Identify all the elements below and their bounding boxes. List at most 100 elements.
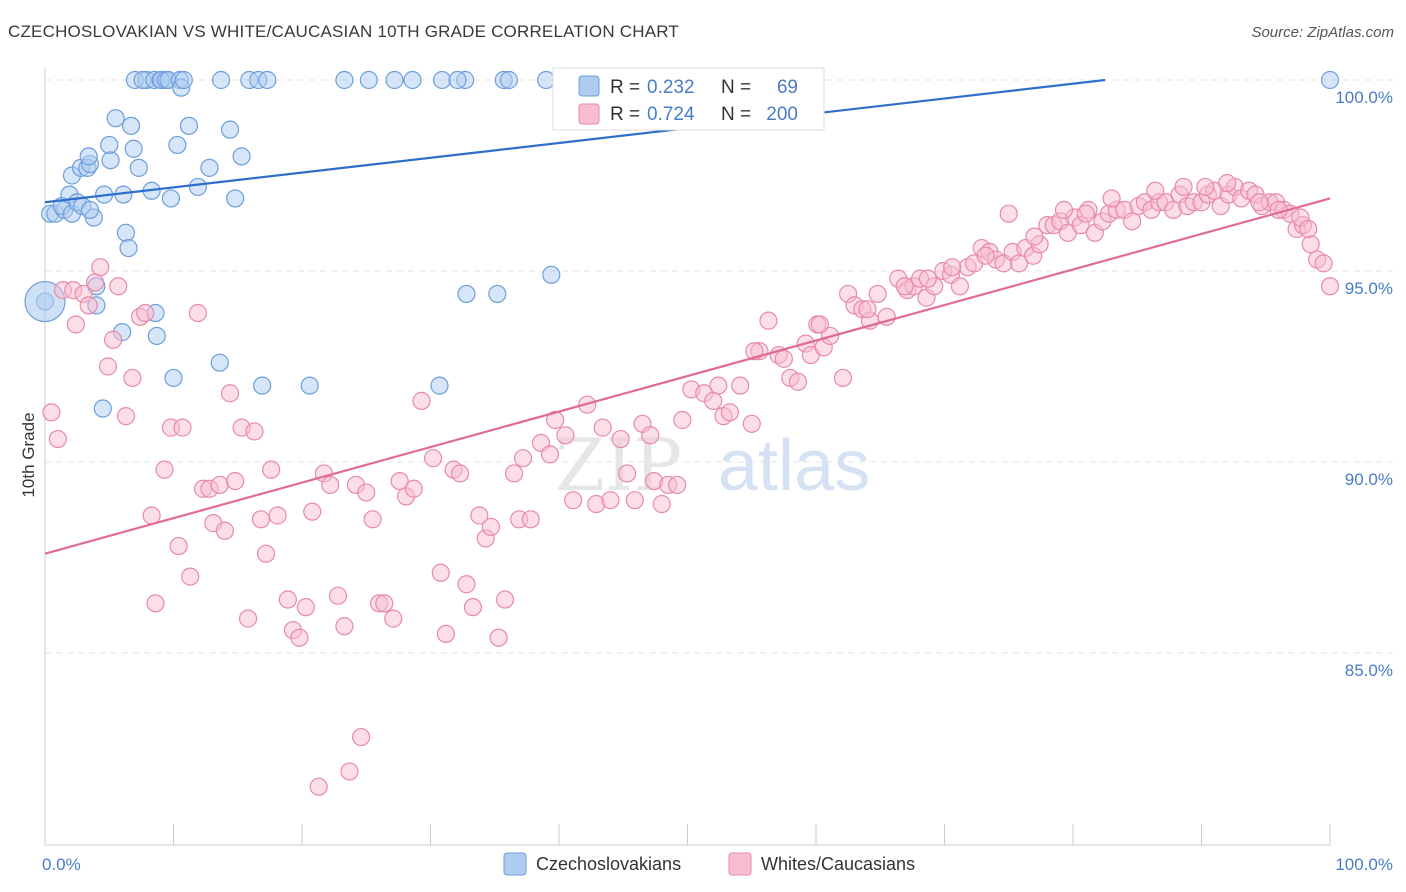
point-whites-caucasians-104 [759, 311, 778, 330]
point-czechoslovakians-52 [220, 120, 240, 139]
point-whites-caucasians-50 [352, 727, 371, 747]
point-whites-caucasians-30 [226, 472, 245, 491]
point-whites-caucasians-184 [1025, 227, 1044, 246]
point-czechoslovakians-53 [226, 189, 245, 208]
point-whites-caucasians-27 [210, 475, 229, 495]
point-whites-caucasians-43 [309, 777, 328, 796]
point-whites-caucasians-65 [457, 575, 476, 594]
point-whites-caucasians-58 [404, 479, 423, 498]
series-whites-caucasians [42, 174, 1340, 796]
point-czechoslovakians-73 [537, 70, 556, 90]
point-whites-caucasians-91 [652, 494, 671, 514]
legend: R = 0.232 N = 69 R = 0.724 N = 200 [552, 67, 825, 131]
point-whites-caucasians-23 [188, 303, 208, 323]
point-whites-caucasians-6 [79, 296, 98, 315]
point-whites-caucasians-186 [1076, 204, 1095, 223]
point-whites-caucasians-72 [504, 464, 524, 483]
point-whites-caucasians-183 [999, 204, 1018, 223]
point-whites-caucasians-10 [104, 330, 123, 349]
point-whites-caucasians-185 [1054, 200, 1074, 219]
legend-r-value-czechoslovakians: 0.232 [647, 77, 695, 98]
point-whites-caucasians-74 [513, 449, 533, 468]
point-czechoslovakians-20 [101, 151, 120, 170]
point-czechoslovakians-48 [188, 177, 208, 197]
point-czechoslovakians-63 [403, 70, 422, 90]
legend-n-label-whites-caucasians: N = [721, 104, 751, 125]
point-whites-caucasians-13 [123, 368, 142, 388]
point-whites-caucasians-106 [774, 349, 793, 368]
trendline-czechoslovakians [44, 78, 1106, 204]
point-whites-caucasians-100 [720, 403, 740, 422]
point-whites-caucasians-87 [625, 491, 644, 510]
point-whites-caucasians-33 [245, 422, 264, 441]
y-tick-label-2: 90.0% [1345, 470, 1393, 489]
point-czechoslovakians-57 [253, 376, 272, 395]
point-whites-caucasians-182 [1320, 277, 1340, 296]
point-whites-caucasians-179 [1301, 235, 1320, 254]
point-czechoslovakians-27 [121, 116, 141, 135]
point-czechoslovakians-58 [258, 70, 277, 90]
point-whites-caucasians-55 [384, 609, 403, 628]
point-whites-caucasians-101 [731, 376, 750, 395]
bottom-legend-swatch-whites-caucasians [728, 852, 752, 876]
chart-source: Source: ZipAtlas.com [1251, 24, 1394, 41]
point-whites-caucasians-137 [1009, 254, 1029, 273]
point-whites-caucasians-192 [1250, 193, 1269, 212]
point-whites-caucasians-93 [668, 475, 687, 495]
point-whites-caucasians-15 [136, 303, 155, 323]
point-whites-caucasians-75 [521, 510, 540, 529]
point-whites-caucasians-94 [673, 410, 692, 430]
point-whites-caucasians-197 [810, 315, 829, 334]
point-whites-caucasians-181 [1314, 254, 1333, 273]
point-whites-caucasians-80 [564, 491, 583, 510]
point-whites-caucasians-199 [895, 277, 914, 296]
point-whites-caucasians-1 [48, 429, 67, 449]
point-czechoslovakians-72 [542, 265, 561, 284]
point-czechoslovakians-62 [385, 70, 404, 90]
point-whites-caucasians-17 [146, 594, 165, 613]
point-whites-caucasians-66 [463, 598, 483, 617]
point-whites-caucasians-89 [641, 426, 660, 445]
x-tick-labels: 0.0% 100.0% [42, 855, 1393, 874]
bottom-legend-label-czechoslovakians: Czechoslovakians [536, 854, 681, 874]
point-whites-caucasians-47 [335, 617, 354, 636]
point-czechoslovakians-54 [232, 147, 251, 166]
point-czechoslovakians-25 [116, 223, 136, 242]
point-czechoslovakians-61 [359, 70, 378, 90]
legend-n-value-czechoslovakians: 69 [777, 77, 798, 98]
point-whites-caucasians-71 [495, 590, 515, 609]
point-whites-caucasians-108 [788, 372, 808, 391]
point-czechoslovakians-13 [79, 147, 98, 166]
point-czechoslovakians-29 [129, 158, 148, 177]
point-whites-caucasians-4 [66, 315, 85, 334]
point-whites-caucasians-59 [412, 391, 431, 410]
legend-r-value-whites-caucasians: 0.724 [647, 104, 695, 125]
legend-swatch-whites-caucasians [578, 103, 600, 125]
point-whites-caucasians-84 [601, 491, 620, 510]
point-whites-caucasians-28 [215, 521, 234, 540]
point-whites-caucasians-70 [489, 628, 508, 647]
point-czechoslovakians-43 [168, 135, 187, 155]
point-czechoslovakians-26 [119, 238, 138, 258]
point-czechoslovakians-69 [488, 284, 507, 304]
point-whites-caucasians-188 [1146, 181, 1165, 200]
point-whites-caucasians-198 [858, 300, 877, 319]
legend-n-value-whites-caucasians: 200 [766, 104, 798, 125]
y-tick-label-3: 85.0% [1345, 661, 1393, 680]
point-whites-caucasians-29 [220, 384, 240, 403]
point-whites-caucasians-190 [1196, 177, 1215, 197]
point-whites-caucasians-86 [618, 464, 637, 483]
point-whites-caucasians-22 [181, 567, 200, 586]
point-whites-caucasians-35 [256, 544, 276, 563]
point-whites-caucasians-56 [390, 472, 409, 491]
x-tick-label-1: 100.0% [1335, 855, 1393, 874]
point-whites-caucasians-191 [1218, 174, 1237, 193]
point-whites-caucasians-98 [709, 376, 728, 395]
point-czechoslovakians-22 [106, 109, 125, 128]
point-whites-caucasians-195 [1299, 219, 1318, 239]
point-czechoslovakians-51 [211, 70, 231, 90]
trendline-whites-caucasians [44, 197, 1331, 555]
point-whites-caucasians-64 [450, 464, 470, 483]
point-whites-caucasians-97 [704, 391, 723, 410]
point-whites-caucasians-78 [546, 410, 565, 430]
